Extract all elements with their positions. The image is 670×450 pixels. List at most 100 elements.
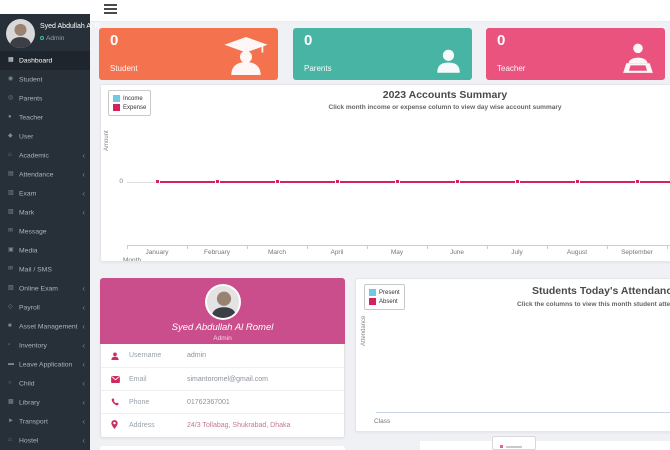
sidebar-menu: ▦ Dashboard ◉ Student ◎ Parents ● Teacher ◆ U… [0,51,90,450]
top-bar [0,0,670,22]
profile-name: Syed Abdullah Al Romel [171,322,274,333]
transport-icon: ► [8,418,14,425]
asset-icon: ■ [8,323,12,330]
expense-swatch-icon [113,104,120,111]
sidebar-item-mail-sms[interactable]: ✉ Mail / SMS [0,260,90,279]
present-swatch-icon [369,289,376,296]
expense-line [157,181,670,183]
sidebar-profile[interactable]: Syed Abdullah Al R Admin [0,14,100,54]
student-stat-card[interactable]: 0 Student [99,28,278,80]
sidebar-item-online-exam[interactable]: ▨ Online Exam ‹ [0,279,90,298]
sidebar-item-media[interactable]: ▣ Media [0,241,90,260]
user-icon: ◆ [8,133,13,140]
sidebar-item-hostel[interactable]: ⌂ Hostel ‹ [0,431,90,450]
sidebar-item-child[interactable]: ○ Child ‹ [0,374,90,393]
student-card-label: Student [110,64,138,73]
library-icon: ▩ [8,399,14,406]
sidebar-item-parents[interactable]: ◎ Parents [0,89,90,108]
sidebar-item-payroll[interactable]: ◇ Payroll ‹ [0,298,90,317]
sidebar-item-transport[interactable]: ► Transport ‹ [0,412,90,431]
academic-icon: ⌂ [8,152,12,159]
teacher-stat-card[interactable]: 0 Teacher [486,28,665,80]
data-point[interactable] [575,179,580,184]
sidebar: Syed Abdullah Al R Admin ▦ Dashboard ◉ Stu… [0,14,100,450]
envelope-icon [111,370,129,388]
sidebar-user-name: Syed Abdullah Al R [40,23,100,30]
sidebar-item-student[interactable]: ◉ Student [0,70,90,89]
data-point[interactable] [395,179,400,184]
teacher-laptop-icon [623,43,653,73]
month-label: January [145,249,169,256]
chevron-left-icon: ‹ [82,360,85,369]
profile-row-phone: Phone 01762367001 [101,390,344,413]
data-point[interactable] [515,179,520,184]
profile-row-username: Username admin [101,344,344,367]
chevron-left-icon: ‹ [82,379,85,388]
data-point[interactable] [215,179,220,184]
sidebar-item-attendance[interactable]: ▤ Attendance ‹ [0,165,90,184]
sidebar-item-leave-application[interactable]: ▬ Leave Application ‹ [0,355,90,374]
sidebar-item-academic[interactable]: ⌂ Academic ‹ [0,146,90,165]
sidebar-item-dashboard[interactable]: ▦ Dashboard [0,51,90,70]
accounts-y-tick: 0 [119,178,123,185]
graduate-icon [224,37,268,75]
parents-stat-card[interactable]: 0 Parents [293,28,472,80]
income-swatch-icon [113,95,120,102]
data-point[interactable] [635,179,640,184]
month-label: June [449,249,465,256]
sidebar-item-library[interactable]: ▩ Library ‹ [0,393,90,412]
inventory-icon: ▫ [8,342,11,349]
chevron-left-icon: ‹ [82,284,85,293]
chevron-left-icon: ‹ [82,189,85,198]
x-axis-ticks [127,245,670,249]
attendance-x-axis-label: Class [374,418,391,425]
sidebar-item-inventory[interactable]: ▫ Inventory ‹ [0,336,90,355]
partial-panel [420,441,670,450]
sidebar-item-exam[interactable]: ▥ Exam ‹ [0,184,90,203]
sidebar-item-user[interactable]: ◆ User [0,127,90,146]
student-count: 0 [110,32,119,49]
student-icon: ◉ [8,76,14,83]
profile-row-address: Address 24/3 Tollabag, Shukrabad, Dhaka [101,413,344,436]
accounts-legend[interactable]: Income Expense [108,90,152,116]
data-point[interactable] [335,179,340,184]
sidebar-item-teacher[interactable]: ● Teacher [0,108,90,127]
teacher-icon: ● [8,114,12,121]
month-label: July [511,249,523,256]
child-icon: ○ [8,380,12,387]
accounts-y-axis-label: Amount [104,130,110,151]
month-label: March [267,249,287,256]
avatar [6,19,35,48]
chevron-left-icon: ‹ [82,151,85,160]
payroll-icon: ◇ [8,304,13,311]
media-icon: ▣ [8,247,14,254]
month-label: April [330,249,344,256]
sidebar-item-message[interactable]: ✉ Message [0,222,90,241]
sidebar-item-mark[interactable]: ▧ Mark ‹ [0,203,90,222]
sidebar-item-asset-management[interactable]: ■ Asset Management ‹ [0,317,90,336]
chevron-left-icon: ‹ [82,322,85,331]
accounts-summary-panel: Income Expense 2023 Accounts Summary Cli… [100,84,670,262]
teacher-count: 0 [497,32,506,49]
data-point[interactable] [155,179,160,184]
attendance-panel: Present Absent Students Today's Attendan… [355,278,670,432]
chevron-left-icon: ‹ [82,398,85,407]
attendance-legend[interactable]: Present Absent [364,284,405,310]
avatar [204,284,241,320]
message-icon: ✉ [8,228,14,235]
data-point[interactable] [455,179,460,184]
hamburger-menu-icon[interactable] [104,4,118,16]
chevron-left-icon: ‹ [82,341,85,350]
data-point[interactable] [275,179,280,184]
dashboard-icon: ▦ [8,57,14,64]
mail-icon: ✉ [8,266,14,273]
status-dot-icon [40,36,44,41]
hostel-icon: ⌂ [8,437,12,444]
attendance-chart-subtitle: Click the columns to view this month stu… [517,301,670,308]
profile-details: Username admin Email simantoromel@gmail.… [100,344,345,438]
attendance-x-axis-line [376,412,670,413]
user-icon [111,347,129,365]
attendance-icon: ▤ [8,171,14,178]
admin-profile-card: Syed Abdullah Al Romel Admin Username ad… [100,278,345,438]
exam-icon: ▥ [8,190,14,197]
